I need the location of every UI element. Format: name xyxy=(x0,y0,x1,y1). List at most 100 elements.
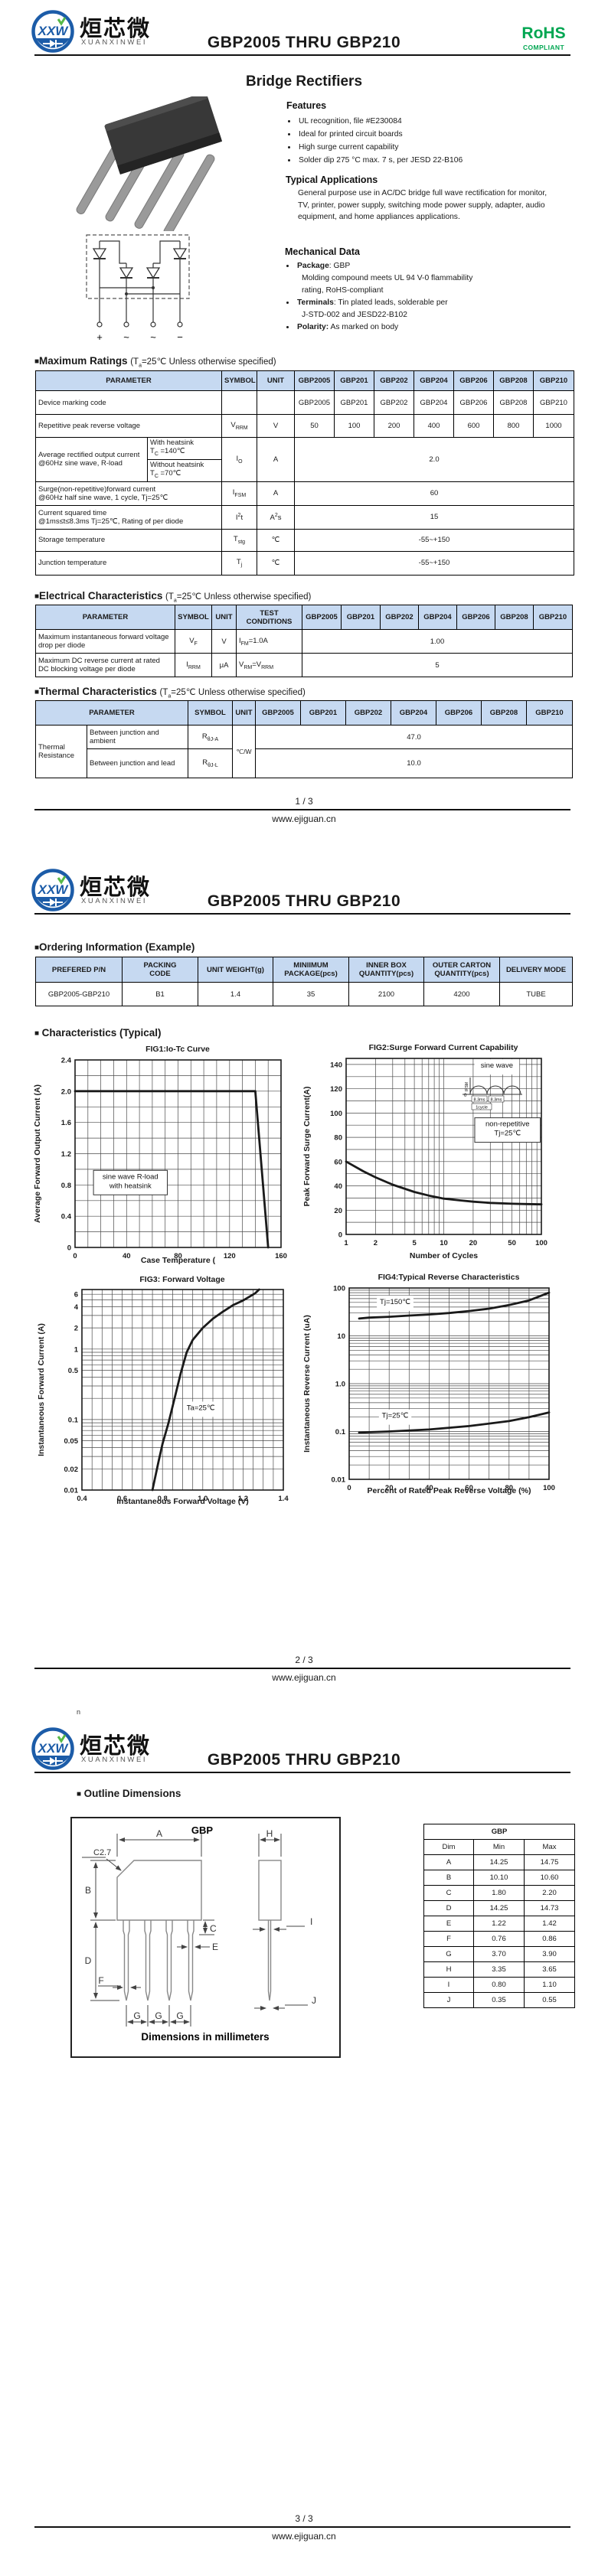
table-row: GBP2005-GBP210 B1 1.4 35 2100 4200 TUBE xyxy=(35,982,573,1006)
characteristics-heading: ■ Characteristics (Typical) xyxy=(34,1027,162,1039)
svg-text:1: 1 xyxy=(344,1239,348,1247)
svg-text:120: 120 xyxy=(224,1252,236,1260)
svg-text:FIG4:Typical Reverse Character: FIG4:Typical Reverse Characteristics xyxy=(378,1273,520,1282)
table-row: B 10.10 10.60 xyxy=(423,1870,576,1886)
svg-text:40: 40 xyxy=(425,1484,433,1492)
svg-text:10: 10 xyxy=(440,1239,448,1247)
svg-text:non-repetitive: non-repetitive xyxy=(485,1120,530,1129)
brand-name-en: XUANXINWEI xyxy=(81,38,148,47)
table-row: F 0.76 0.86 xyxy=(423,1931,576,1947)
svg-text:FIG1:Io-Tc Curve: FIG1:Io-Tc Curve xyxy=(145,1045,210,1054)
svg-text:50: 50 xyxy=(508,1239,516,1247)
svg-text:0: 0 xyxy=(464,1094,467,1098)
website-link[interactable]: www.ejiguan.cn xyxy=(272,1672,336,1683)
svg-text:0.01: 0.01 xyxy=(64,1487,79,1495)
svg-text:FIG2:Surge Forward Current Cap: FIG2:Surge Forward Current Capability xyxy=(369,1043,518,1052)
page-number: 2 / 3 xyxy=(295,1655,313,1665)
dimensions-caption: Dimensions in millimeters xyxy=(141,2031,269,2043)
svg-text:1.2: 1.2 xyxy=(238,1495,248,1503)
svg-text:1.4: 1.4 xyxy=(278,1495,289,1503)
website-link[interactable]: www.ejiguan.cn xyxy=(272,814,336,824)
svg-text:100: 100 xyxy=(543,1484,555,1492)
svg-text:with heatsink: with heatsink xyxy=(109,1182,152,1190)
table-row: Storage temperature Tstg ℃ -55~+150 xyxy=(35,528,574,552)
electrical-table: PARAMETER SYMBOL UNIT TEST CONDITIONS GB… xyxy=(35,605,573,677)
svg-text:1.0: 1.0 xyxy=(198,1495,208,1503)
svg-text:0: 0 xyxy=(347,1484,351,1492)
table-row: Junction temperature Tj ℃ -55~+150 xyxy=(35,550,574,576)
svg-text:0.8: 0.8 xyxy=(61,1182,71,1190)
svg-text:2.4: 2.4 xyxy=(61,1057,72,1065)
svg-text:5: 5 xyxy=(412,1239,417,1247)
website-link[interactable]: www.ejiguan.cn xyxy=(272,2531,336,2542)
svg-text:0.6: 0.6 xyxy=(117,1495,127,1503)
svg-text:140: 140 xyxy=(330,1061,342,1069)
table-row: Device marking code GBP2005 GBP201 GBP202 G… xyxy=(35,390,574,415)
electrical-heading: ■Electrical Characteristics (Ta=25℃ Unle… xyxy=(34,590,312,604)
table-row: J 0.35 0.55 xyxy=(423,1992,576,2008)
svg-text:0.5: 0.5 xyxy=(68,1367,79,1375)
mechanical-heading: Mechanical Data xyxy=(285,246,360,257)
svg-text:1: 1 xyxy=(74,1345,79,1354)
page-title: GBP2005 THRU GBP210 xyxy=(207,1751,401,1769)
thermal-table: PARAMETER SYMBOL UNIT GBP2005 GBP201 GBP20… xyxy=(35,700,573,778)
outline-heading: ■ Outline Dimensions xyxy=(77,1788,181,1799)
svg-text:Instantaneous Reverse Current: Instantaneous Reverse Current (uA) xyxy=(302,1315,312,1453)
table-header-row: PARAMETER SYMBOL UNIT GBP2005 GBP201 GBP20… xyxy=(35,700,573,726)
svg-text:Instantaneous Forward Current: Instantaneous Forward Current (A) xyxy=(37,1323,46,1456)
table-row: Maximum DC reverse current at rated DC b… xyxy=(35,653,573,677)
table-row: D 14.25 14.73 xyxy=(423,1900,576,1916)
rohs-badge: RoHS COMPLIANT xyxy=(512,24,576,51)
svg-text:Peak Forward Surge Current(A): Peak Forward Surge Current(A) xyxy=(302,1087,312,1207)
table-row: Without heatsink TC =70℃ xyxy=(36,458,574,482)
brand-name-en: XUANXINWEI xyxy=(81,1756,148,1764)
stray-mark: n xyxy=(77,1708,81,1716)
table-row: Average rectified output current @60Hz s… xyxy=(35,437,574,482)
svg-text:160: 160 xyxy=(275,1252,287,1260)
svg-text:20: 20 xyxy=(334,1207,342,1215)
svg-text:1.2: 1.2 xyxy=(61,1150,71,1159)
list-item: Solder dip 275 °C max. 7 s, per JESD 22-… xyxy=(297,154,577,167)
list-item: Package: GBP xyxy=(296,260,576,272)
features-section: Features UL recognition, file #E230084 I… xyxy=(286,100,577,167)
page-title: GBP2005 THRU GBP210 xyxy=(207,34,401,51)
svg-text:0.8: 0.8 xyxy=(158,1495,168,1503)
svg-text:2: 2 xyxy=(374,1239,378,1247)
dim-c27-label: C2.7 xyxy=(93,1848,111,1857)
applications-heading: Typical Applications xyxy=(286,174,378,185)
svg-text:Average Forward Output Current: Average Forward Output Current (A) xyxy=(33,1084,42,1223)
svg-text:100: 100 xyxy=(333,1285,345,1293)
list-item: Ideal for printed circuit boards xyxy=(297,128,577,141)
svg-text:100: 100 xyxy=(535,1239,548,1247)
table-header-row: GBP xyxy=(423,1824,576,1840)
ordering-table: PREFERED P/N PACKING CODE UNIT WEIGHT(g) … xyxy=(35,957,573,1006)
brand-name-en: XUANXINWEI xyxy=(81,897,148,905)
svg-text:FIG3: Forward Voltage: FIG3: Forward Voltage xyxy=(139,1275,224,1284)
svg-text:0: 0 xyxy=(338,1231,342,1240)
terminal-ac1-label: ~ xyxy=(123,331,129,343)
table-row: H 3.35 3.65 xyxy=(423,1961,576,1978)
svg-text:sine wave R-load: sine wave R-load xyxy=(103,1172,159,1181)
table-row: C 1.80 2.20 xyxy=(423,1885,576,1901)
table-row: A 14.25 14.75 xyxy=(423,1854,576,1870)
svg-text:Instantaneous Forward Voltage: Instantaneous Forward Voltage (V) xyxy=(116,1497,249,1506)
svg-text:20: 20 xyxy=(469,1239,478,1247)
table-row: E 1.22 1.42 xyxy=(423,1916,576,1932)
svg-text:120: 120 xyxy=(330,1085,342,1094)
header-rule xyxy=(34,54,570,56)
svg-text:XXW: XXW xyxy=(38,882,70,897)
footer-rule xyxy=(34,2526,570,2528)
svg-text:0.1: 0.1 xyxy=(68,1416,79,1424)
table-row: Surge(non-repetitive)forward current @60H… xyxy=(35,481,574,506)
list-item: UL recognition, file #E230084 xyxy=(297,115,577,128)
product-photo xyxy=(76,96,222,231)
rohs-label: RoHS xyxy=(521,24,566,42)
svg-text:8.3ms: 8.3ms xyxy=(474,1098,485,1103)
svg-text:0.05: 0.05 xyxy=(64,1437,79,1446)
svg-text:1.6: 1.6 xyxy=(61,1119,71,1127)
product-title: Bridge Rectifiers xyxy=(245,73,363,90)
dim-h-label: H xyxy=(266,1828,273,1839)
page-1: XXW 烜芯微 XUANXINWEI GBP2005 THRU GBP210 R… xyxy=(0,0,608,859)
